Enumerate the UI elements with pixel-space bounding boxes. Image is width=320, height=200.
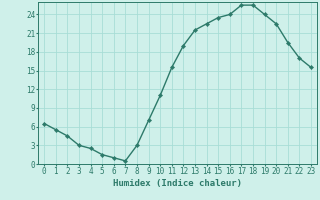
X-axis label: Humidex (Indice chaleur): Humidex (Indice chaleur)	[113, 179, 242, 188]
